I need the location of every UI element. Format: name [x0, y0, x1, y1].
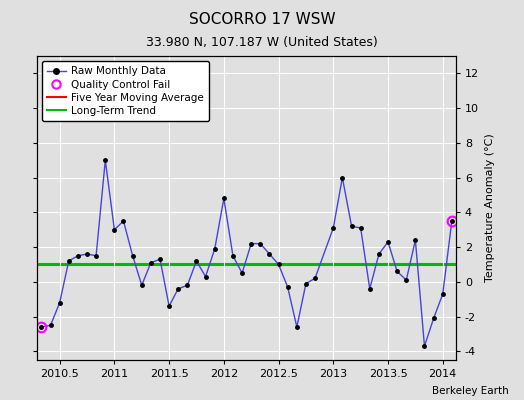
Legend: Raw Monthly Data, Quality Control Fail, Five Year Moving Average, Long-Term Tren: Raw Monthly Data, Quality Control Fail, … [42, 61, 209, 121]
Text: 33.980 N, 107.187 W (United States): 33.980 N, 107.187 W (United States) [146, 36, 378, 49]
Text: Berkeley Earth: Berkeley Earth [432, 386, 508, 396]
Text: SOCORRO 17 WSW: SOCORRO 17 WSW [189, 12, 335, 27]
Y-axis label: Temperature Anomaly (°C): Temperature Anomaly (°C) [485, 134, 495, 282]
